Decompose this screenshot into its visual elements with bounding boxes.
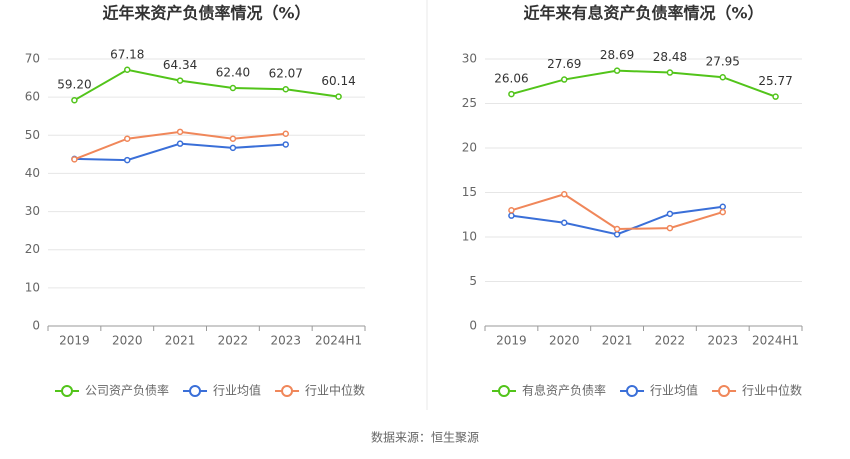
x-tick-label: 2021 bbox=[165, 334, 196, 348]
point bbox=[229, 135, 237, 142]
point bbox=[282, 85, 289, 93]
point bbox=[176, 77, 184, 84]
data-label: 27.95 bbox=[706, 55, 740, 69]
point bbox=[719, 203, 726, 210]
y-tick-label: 30 bbox=[462, 52, 477, 66]
data-label: 64.34 bbox=[163, 58, 197, 72]
data-label: 60.14 bbox=[321, 74, 355, 88]
point bbox=[282, 130, 289, 138]
legend-label: 行业中位数 bbox=[305, 383, 365, 398]
point bbox=[124, 156, 131, 164]
point bbox=[666, 224, 674, 232]
point bbox=[613, 225, 621, 233]
legend-marker bbox=[498, 385, 510, 397]
legend-label: 公司资产负债率 bbox=[85, 383, 169, 398]
point bbox=[229, 144, 237, 152]
x-tick-label: 2020 bbox=[549, 334, 580, 348]
y-tick-label: 0 bbox=[469, 319, 477, 333]
y-tick-label: 20 bbox=[462, 141, 477, 155]
y-tick-label: 10 bbox=[462, 230, 477, 244]
y-tick-label: 5 bbox=[469, 274, 477, 288]
data-label: 28.48 bbox=[653, 50, 687, 64]
point bbox=[124, 66, 131, 74]
x-tick-label: 2024H1 bbox=[752, 334, 799, 348]
x-tick-label: 2019 bbox=[59, 334, 90, 348]
data-label: 27.69 bbox=[547, 57, 581, 71]
x-tick-label: 2022 bbox=[655, 334, 686, 348]
data-label: 28.69 bbox=[600, 48, 634, 62]
x-tick-label: 2021 bbox=[602, 334, 633, 348]
y-tick-label: 20 bbox=[25, 242, 40, 256]
legend-marker bbox=[189, 385, 202, 397]
legend-marker bbox=[61, 385, 73, 397]
point bbox=[719, 73, 726, 81]
data-label: 59.20 bbox=[57, 78, 91, 92]
point bbox=[772, 93, 779, 100]
data-label: 62.40 bbox=[216, 65, 250, 79]
chart-title: 近年来有息资产负债率情况（%） bbox=[523, 4, 763, 23]
x-tick-label: 2022 bbox=[218, 334, 249, 348]
point bbox=[71, 156, 78, 163]
point bbox=[335, 93, 342, 100]
y-tick-label: 30 bbox=[25, 204, 40, 218]
legend-marker bbox=[718, 385, 731, 397]
data-label: 25.77 bbox=[758, 74, 792, 88]
point bbox=[176, 128, 184, 136]
point bbox=[561, 191, 568, 198]
legend-marker bbox=[281, 385, 294, 397]
legend-label: 行业均值 bbox=[213, 383, 261, 398]
data-label: 67.18 bbox=[110, 47, 144, 61]
y-tick-label: 60 bbox=[25, 90, 40, 104]
y-tick-label: 50 bbox=[25, 128, 40, 142]
x-tick-label: 2024H1 bbox=[315, 334, 362, 348]
x-tick-label: 2020 bbox=[112, 334, 143, 348]
point bbox=[561, 76, 568, 83]
point bbox=[561, 219, 568, 227]
data-label: 62.07 bbox=[269, 67, 303, 81]
point bbox=[508, 207, 515, 214]
point bbox=[508, 90, 515, 98]
source: 数据来源：恒生聚源 bbox=[371, 430, 479, 445]
point bbox=[613, 67, 621, 74]
legend-label: 行业均值 bbox=[650, 383, 698, 398]
series-line bbox=[511, 69, 776, 98]
point bbox=[613, 231, 621, 238]
point bbox=[719, 208, 726, 216]
y-tick-label: 10 bbox=[25, 280, 40, 294]
chart-title: 近年来资产负债率情况（%） bbox=[102, 4, 310, 23]
data-label: 26.06 bbox=[494, 72, 528, 86]
point bbox=[124, 135, 131, 142]
point bbox=[71, 96, 78, 104]
y-tick-label: 0 bbox=[32, 319, 40, 333]
point bbox=[282, 141, 289, 148]
point bbox=[229, 84, 237, 92]
x-tick-label: 2023 bbox=[270, 334, 301, 348]
y-tick-label: 70 bbox=[25, 52, 40, 66]
point bbox=[666, 69, 674, 76]
legend-marker bbox=[626, 385, 639, 397]
legend-label: 行业中位数 bbox=[742, 383, 802, 398]
legend-label: 有息资产负债率 bbox=[522, 383, 606, 398]
y-tick-label: 25 bbox=[462, 96, 477, 110]
y-tick-label: 40 bbox=[25, 166, 40, 180]
point bbox=[508, 212, 515, 219]
x-tick-label: 2023 bbox=[707, 334, 738, 348]
point bbox=[666, 210, 674, 218]
series-line bbox=[73, 68, 339, 102]
point bbox=[176, 140, 184, 147]
x-tick-label: 2019 bbox=[496, 334, 527, 348]
y-tick-label: 15 bbox=[462, 185, 477, 199]
